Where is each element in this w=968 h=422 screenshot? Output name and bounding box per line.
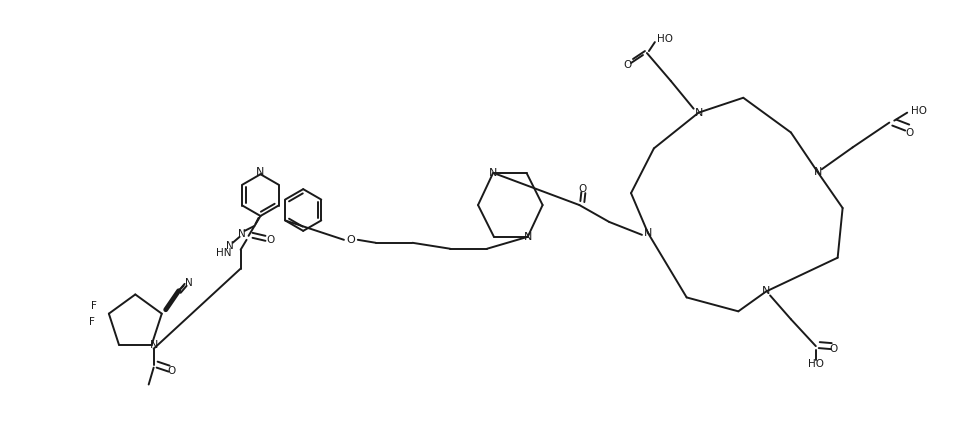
Text: O: O xyxy=(167,365,175,376)
Text: HO: HO xyxy=(911,106,927,116)
Text: N: N xyxy=(524,232,531,242)
Text: O: O xyxy=(347,235,355,245)
Text: N: N xyxy=(257,167,264,177)
Text: N: N xyxy=(694,108,703,118)
Text: N: N xyxy=(238,229,246,239)
Text: N: N xyxy=(813,167,822,177)
Text: O: O xyxy=(623,60,631,70)
Text: N: N xyxy=(644,228,652,238)
Text: N: N xyxy=(226,241,233,251)
Text: HO: HO xyxy=(808,359,824,369)
Text: N: N xyxy=(149,340,158,350)
Text: N: N xyxy=(185,278,193,288)
Text: O: O xyxy=(830,344,838,354)
Text: HO: HO xyxy=(657,34,673,44)
Text: F: F xyxy=(91,301,97,311)
Text: O: O xyxy=(578,184,587,194)
Text: O: O xyxy=(266,235,275,245)
Text: O: O xyxy=(905,127,913,138)
Text: HN: HN xyxy=(216,248,231,258)
Text: N: N xyxy=(489,168,498,178)
Text: N: N xyxy=(762,287,771,297)
Text: F: F xyxy=(89,316,95,327)
